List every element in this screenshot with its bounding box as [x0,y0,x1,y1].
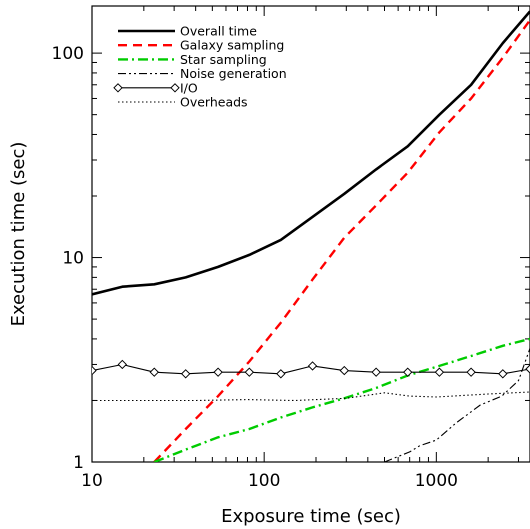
data-point-diamond [466,367,476,377]
y-axis-label: Execution time (sec) [8,142,29,327]
data-point-diamond [403,367,413,377]
data-point-diamond [339,365,349,376]
data-point-diamond [276,369,286,379]
x-tick-label: 1000 [415,471,458,491]
data-point-diamond [244,367,255,377]
data-point-diamond [307,361,318,371]
data-point-diamond [180,369,191,379]
series-line-0 [92,10,530,296]
legend-label-2: Star sampling [180,52,267,67]
data-point-diamond [498,369,508,379]
data-point-diamond [525,364,530,374]
series-line-1 [153,19,530,462]
legend-label-3: Noise generation [180,66,287,81]
data-point-diamond [434,367,445,377]
data-point-diamond [371,367,381,377]
x-tick-label: 100 [248,471,280,491]
series-line-3 [384,348,530,462]
series-line-2 [153,337,530,462]
plot-frame [91,5,530,463]
data-point-diamond [213,367,223,377]
data-point-diamond [92,365,97,376]
legend-marker-diamond [113,83,123,93]
y-tick-label: 100 [52,44,84,64]
series-layer [92,10,530,462]
legend-label-5: Overheads [180,95,248,110]
series-line-5 [92,391,530,402]
x-axis-label: Exposure time (sec) [221,506,401,527]
legend-label-0: Overall time [180,24,257,39]
data-point-diamond [149,367,159,377]
legend-label-1: Galaxy sampling [180,38,284,53]
data-point-diamond [117,359,128,370]
x-tick-label: 10 [81,471,103,491]
y-tick-label: 1 [73,453,84,473]
y-tick-label: 10 [62,249,84,269]
legend-marker-diamond [170,83,180,93]
legend-label-4: I/O [180,80,198,95]
